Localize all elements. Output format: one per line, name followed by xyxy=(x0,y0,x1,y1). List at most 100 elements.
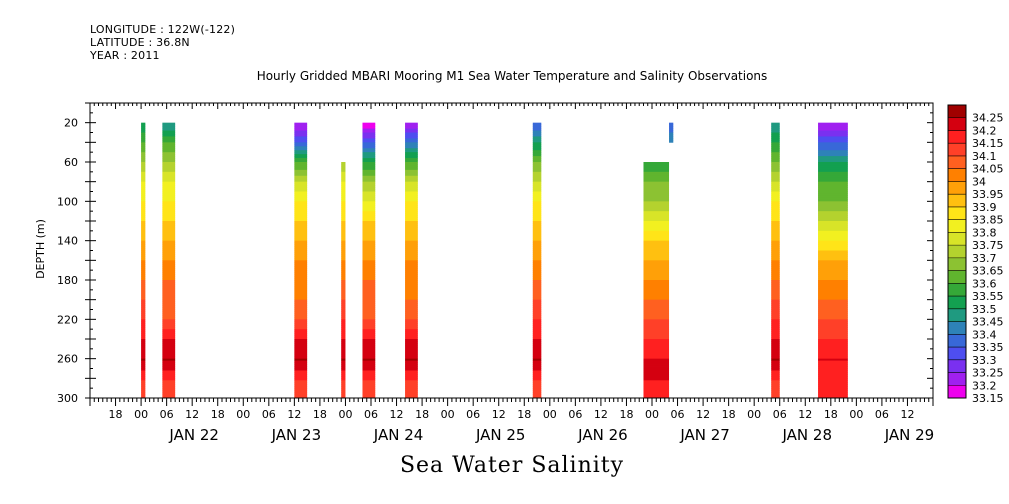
salinity-cell xyxy=(532,303,542,306)
salinity-cell xyxy=(362,250,376,253)
salinity-cell xyxy=(818,289,848,293)
salinity-cell xyxy=(362,230,376,234)
colorbar-swatch xyxy=(948,168,966,182)
salinity-cell xyxy=(405,203,418,206)
salinity-cell xyxy=(771,183,780,186)
axes: 18 00 06 12 18 00 06 12 18 00 06 12 18 00 06 12 18 00 06 12… xyxy=(57,102,934,444)
salinity-cell xyxy=(162,295,176,299)
salinity-cell xyxy=(405,283,418,287)
salinity-cell xyxy=(294,287,308,291)
salinity-cell xyxy=(818,193,848,196)
colorbar-swatch xyxy=(948,283,966,297)
salinity-cell xyxy=(818,346,848,350)
salinity-cell xyxy=(818,126,848,129)
salinity-cell xyxy=(771,215,780,218)
salinity-cell xyxy=(405,248,418,251)
salinity-cell xyxy=(141,242,146,245)
salinity-cell xyxy=(771,187,780,190)
colorbar-swatch xyxy=(948,130,966,144)
x-tick-label: 00 xyxy=(849,408,863,421)
salinity-cell xyxy=(141,266,146,269)
salinity-cell xyxy=(532,256,542,259)
salinity-cell xyxy=(771,350,780,354)
salinity-cell xyxy=(341,356,346,360)
salinity-cell xyxy=(532,128,542,131)
salinity-cell xyxy=(362,313,376,316)
salinity-cell xyxy=(162,270,176,273)
salinity-cell xyxy=(532,246,542,249)
salinity-cell xyxy=(341,201,346,204)
salinity-cell xyxy=(818,264,848,267)
colorbar-label: 33.5 xyxy=(972,303,997,316)
salinity-cell xyxy=(341,232,346,236)
salinity-cell xyxy=(162,382,176,385)
salinity-cell xyxy=(771,346,780,350)
salinity-cell xyxy=(643,321,670,324)
salinity-cell xyxy=(643,266,670,269)
salinity-cell xyxy=(362,199,376,202)
salinity-cell xyxy=(362,266,376,269)
salinity-cell xyxy=(294,232,308,236)
salinity-cell xyxy=(162,378,176,381)
salinity-cell xyxy=(162,248,176,251)
salinity-cell xyxy=(162,278,176,281)
salinity-cell xyxy=(341,321,346,324)
salinity-cell xyxy=(294,289,308,293)
salinity-cell xyxy=(162,238,176,242)
salinity-cell xyxy=(294,356,308,360)
salinity-cell xyxy=(532,287,542,291)
salinity-cell xyxy=(141,339,146,342)
salinity-cell xyxy=(405,191,418,194)
salinity-cell xyxy=(818,337,848,340)
salinity-cell xyxy=(818,252,848,255)
salinity-cell xyxy=(532,238,542,242)
salinity-cell xyxy=(341,211,346,214)
colorbar-swatch xyxy=(948,385,966,399)
salinity-cell xyxy=(818,160,848,163)
salinity-cell xyxy=(162,333,176,336)
salinity-cell xyxy=(771,309,780,312)
salinity-cell xyxy=(532,285,542,289)
salinity-cell xyxy=(818,386,848,389)
year-label: YEAR : 2011 xyxy=(90,49,160,62)
salinity-cell xyxy=(643,187,670,190)
salinity-cell xyxy=(141,313,146,316)
salinity-cell xyxy=(405,388,418,391)
salinity-cell xyxy=(405,152,418,155)
salinity-cell xyxy=(405,165,418,169)
salinity-cell xyxy=(405,315,418,318)
salinity-cell xyxy=(643,264,670,267)
salinity-cell xyxy=(771,303,780,306)
salinity-cell xyxy=(643,199,670,202)
salinity-cell xyxy=(405,211,418,214)
colorbar-swatch xyxy=(948,321,966,335)
salinity-cell xyxy=(818,319,848,322)
salinity-cell xyxy=(341,262,346,265)
salinity-cell xyxy=(532,266,542,269)
salinity-cell xyxy=(341,394,346,397)
salinity-cell xyxy=(294,264,308,267)
salinity-cell xyxy=(162,193,176,196)
salinity-cell xyxy=(643,171,670,175)
x-tick-label: 18 xyxy=(722,408,736,421)
x-day-label: JAN 22 xyxy=(168,426,219,444)
salinity-cell xyxy=(818,287,848,291)
salinity-cell xyxy=(771,144,780,147)
salinity-cell xyxy=(818,321,848,324)
salinity-cell xyxy=(771,122,780,126)
salinity-cell xyxy=(162,134,176,137)
salinity-cell xyxy=(162,372,176,375)
salinity-cell xyxy=(643,252,670,255)
salinity-cell xyxy=(532,386,542,389)
salinity-cell xyxy=(771,226,780,230)
salinity-cell xyxy=(771,272,780,275)
salinity-cell xyxy=(362,191,376,194)
salinity-cell xyxy=(532,203,542,206)
salinity-cell xyxy=(643,278,670,281)
salinity-cell xyxy=(162,258,176,261)
salinity-cell xyxy=(643,305,670,308)
salinity-cell xyxy=(141,230,146,234)
salinity-cell xyxy=(362,340,376,344)
salinity-cell xyxy=(643,232,670,236)
salinity-cell xyxy=(771,179,780,183)
